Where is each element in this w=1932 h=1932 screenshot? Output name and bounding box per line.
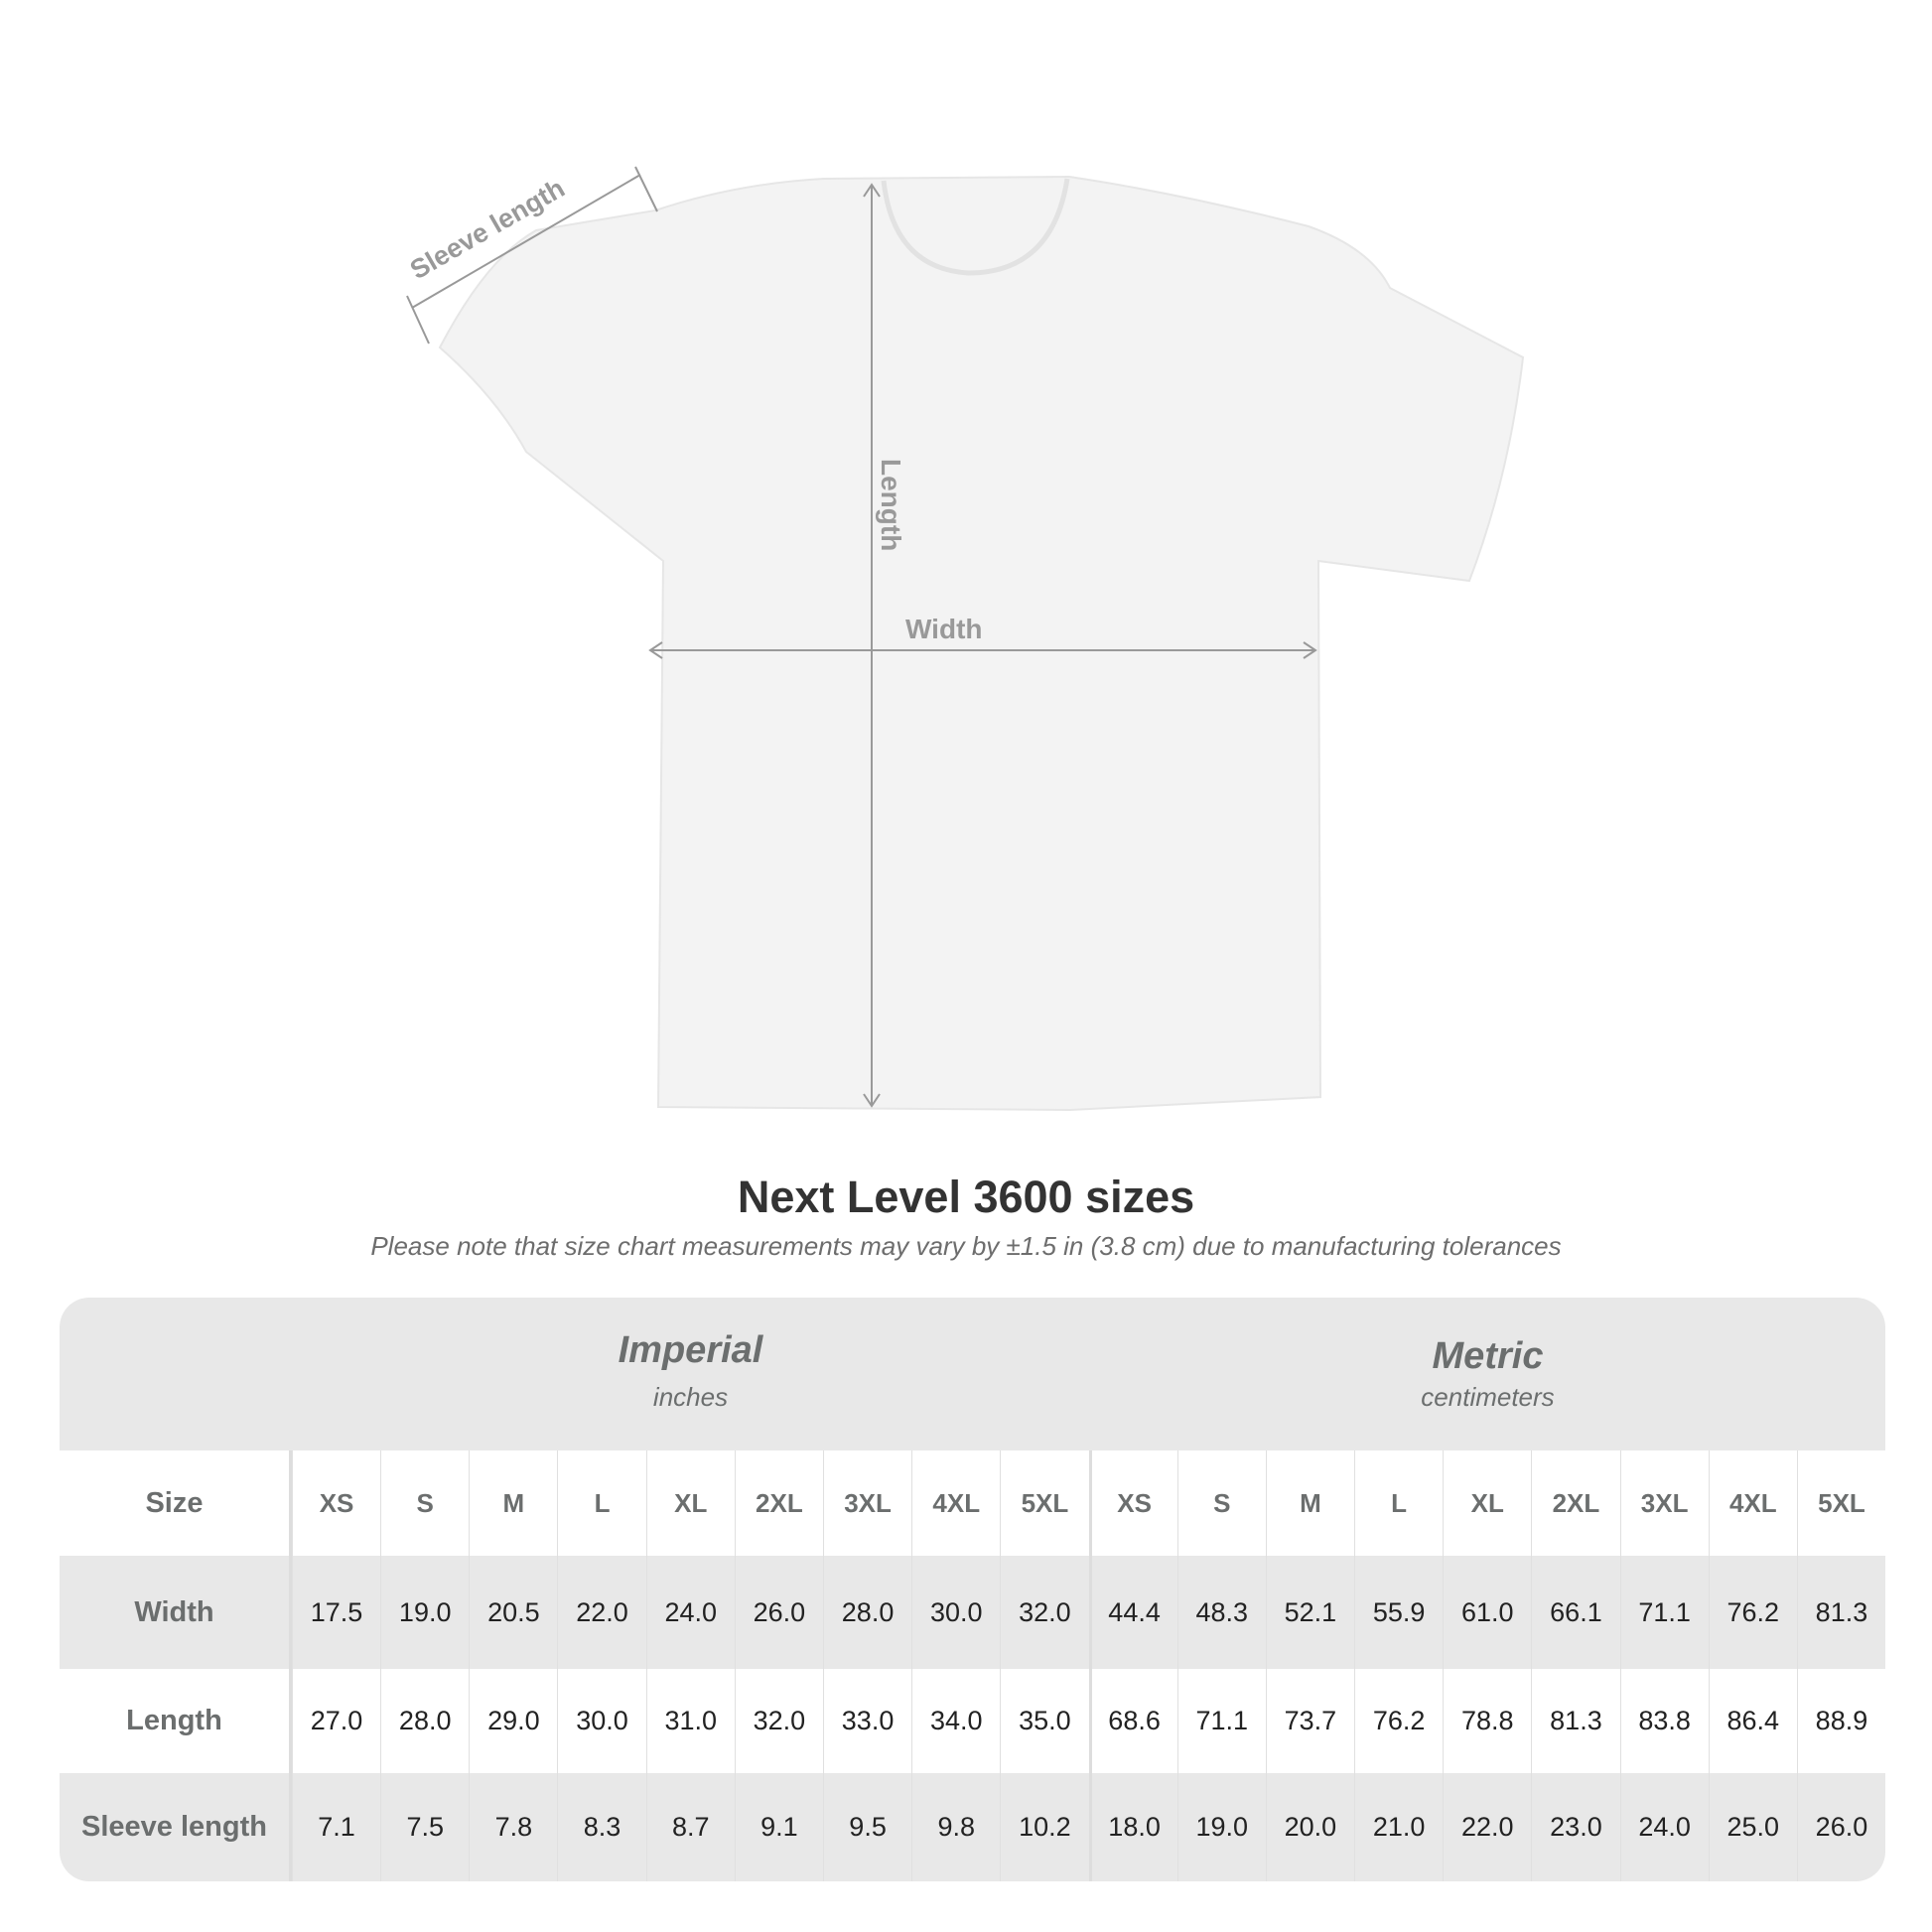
metric-value-cell: 20.0	[1265, 1773, 1354, 1881]
row-label: Length	[60, 1669, 292, 1773]
size-imperial-m: M	[469, 1450, 557, 1556]
metric-value-cell: 25.0	[1708, 1773, 1797, 1881]
metric-value-cell: 76.2	[1354, 1669, 1443, 1773]
table-row: Width 17.5 19.0 20.5 22.0 24.0 26.0 28.0 30.0 32.…	[60, 1556, 1885, 1669]
tshirt-shape	[438, 175, 1525, 1112]
imperial-value-cell: 34.0	[911, 1669, 1000, 1773]
imperial-value-cell: 8.3	[557, 1773, 645, 1881]
imperial-value-cell: 29.0	[469, 1669, 557, 1773]
metric-value-cell: 83.8	[1619, 1669, 1709, 1773]
size-metric-2xl: 2XL	[1531, 1450, 1619, 1556]
imperial-value-cell: 35.0	[1000, 1669, 1088, 1773]
size-imperial-4xl: 4XL	[911, 1450, 1000, 1556]
size-imperial-xs: XS	[291, 1450, 380, 1556]
metric-value-cell: 22.0	[1443, 1773, 1531, 1881]
metric-value-cell: 66.1	[1531, 1556, 1619, 1669]
size-metric-xs: XS	[1088, 1450, 1177, 1556]
metric-value-cell: 26.0	[1796, 1773, 1885, 1881]
size-metric-3xl: 3XL	[1619, 1450, 1709, 1556]
size-imperial-5xl: 5XL	[1000, 1450, 1088, 1556]
size-label: Size	[60, 1450, 292, 1556]
metric-title: Metric	[1432, 1335, 1544, 1377]
row-label: Sleeve length	[60, 1773, 292, 1881]
metric-value-cell: 61.0	[1443, 1556, 1531, 1669]
imperial-value-cell: 7.5	[380, 1773, 469, 1881]
imperial-value-cell: 24.0	[645, 1556, 735, 1669]
metric-value-cell: 55.9	[1354, 1556, 1443, 1669]
metric-value-cell: 86.4	[1708, 1669, 1797, 1773]
metric-value-cell: 71.1	[1176, 1669, 1266, 1773]
page-subtitle: Please note that size chart measurements…	[370, 1231, 1562, 1261]
imperial-value-cell: 9.5	[822, 1773, 911, 1881]
imperial-title: Imperial	[618, 1329, 763, 1371]
metric-value-cell: 52.1	[1265, 1556, 1354, 1669]
size-imperial-3xl: 3XL	[822, 1450, 911, 1556]
imperial-value-cell: 9.8	[911, 1773, 1000, 1881]
metric-value-cell: 81.3	[1796, 1556, 1885, 1669]
size-metric-m: M	[1265, 1450, 1354, 1556]
imperial-value-cell: 32.0	[734, 1669, 823, 1773]
imperial-value-cell: 19.0	[380, 1556, 469, 1669]
metric-value-cell: 21.0	[1354, 1773, 1443, 1881]
metric-value-cell: 44.4	[1088, 1556, 1177, 1669]
imperial-value-cell: 7.1	[291, 1773, 380, 1881]
metric-value-cell: 81.3	[1531, 1669, 1619, 1773]
imperial-value-cell: 7.8	[469, 1773, 557, 1881]
size-imperial-xl: XL	[645, 1450, 735, 1556]
metric-value-cell: 19.0	[1176, 1773, 1266, 1881]
imperial-value-cell: 32.0	[1000, 1556, 1088, 1669]
width-label: Width	[905, 614, 983, 644]
metric-value-cell: 88.9	[1796, 1669, 1885, 1773]
imperial-value-cell: 30.0	[557, 1669, 645, 1773]
imperial-value-cell: 20.5	[469, 1556, 557, 1669]
size-metric-4xl: 4XL	[1708, 1450, 1797, 1556]
imperial-value-cell: 17.5	[291, 1556, 380, 1669]
imperial-unit: inches	[652, 1382, 729, 1412]
table-row: Sleeve length 7.1 7.5 7.8 8.3 8.7 9.1 9.5 9.8 10.…	[60, 1773, 1885, 1881]
row-label: Width	[60, 1556, 292, 1669]
metric-value-cell: 24.0	[1619, 1773, 1709, 1881]
sleeve-arrow	[411, 174, 641, 309]
metric-value-cell: 76.2	[1708, 1556, 1797, 1669]
imperial-header: Imperial inches	[292, 1298, 1089, 1450]
metric-header: Metric centimeters	[1089, 1298, 1885, 1450]
imperial-value-cell: 30.0	[911, 1556, 1000, 1669]
size-header-row: Size XS S M L XL 2XL 3XL 4XL 5XL XS S M L XL 2XL 3XL 4XL 5…	[60, 1450, 1885, 1556]
size-metric-l: L	[1354, 1450, 1443, 1556]
metric-value-cell: 48.3	[1176, 1556, 1266, 1669]
size-metric-s: S	[1176, 1450, 1266, 1556]
imperial-value-cell: 33.0	[822, 1669, 911, 1773]
metric-value-cell: 78.8	[1443, 1669, 1531, 1773]
imperial-value-cell: 22.0	[557, 1556, 645, 1669]
size-imperial-s: S	[380, 1450, 469, 1556]
imperial-value-cell: 9.1	[734, 1773, 823, 1881]
metric-value-cell: 73.7	[1265, 1669, 1354, 1773]
size-metric-xl: XL	[1443, 1450, 1531, 1556]
metric-unit: centimeters	[1421, 1382, 1555, 1412]
size-metric-5xl: 5XL	[1796, 1450, 1885, 1556]
metric-value-cell: 23.0	[1531, 1773, 1619, 1881]
imperial-value-cell: 26.0	[734, 1556, 823, 1669]
tshirt-diagram: Sleeve length Length Width	[405, 166, 1525, 1112]
size-table: Imperial inches Metric centimeters Size X…	[60, 1298, 1885, 1881]
table-row: Length 27.0 28.0 29.0 30.0 31.0 32.0 33.0 34.0 35…	[60, 1669, 1885, 1773]
metric-value-cell: 71.1	[1619, 1556, 1709, 1669]
imperial-value-cell: 8.7	[645, 1773, 735, 1881]
imperial-value-cell: 28.0	[822, 1556, 911, 1669]
page-title: Next Level 3600 sizes	[737, 1172, 1195, 1222]
metric-value-cell: 68.6	[1088, 1669, 1177, 1773]
imperial-value-cell: 31.0	[645, 1669, 735, 1773]
metric-value-cell: 18.0	[1088, 1773, 1177, 1881]
imperial-value-cell: 27.0	[291, 1669, 380, 1773]
size-imperial-2xl: 2XL	[734, 1450, 823, 1556]
length-label: Length	[876, 459, 906, 551]
imperial-value-cell: 28.0	[380, 1669, 469, 1773]
imperial-value-cell: 10.2	[1000, 1773, 1088, 1881]
collar	[881, 178, 1070, 276]
size-imperial-l: L	[557, 1450, 645, 1556]
